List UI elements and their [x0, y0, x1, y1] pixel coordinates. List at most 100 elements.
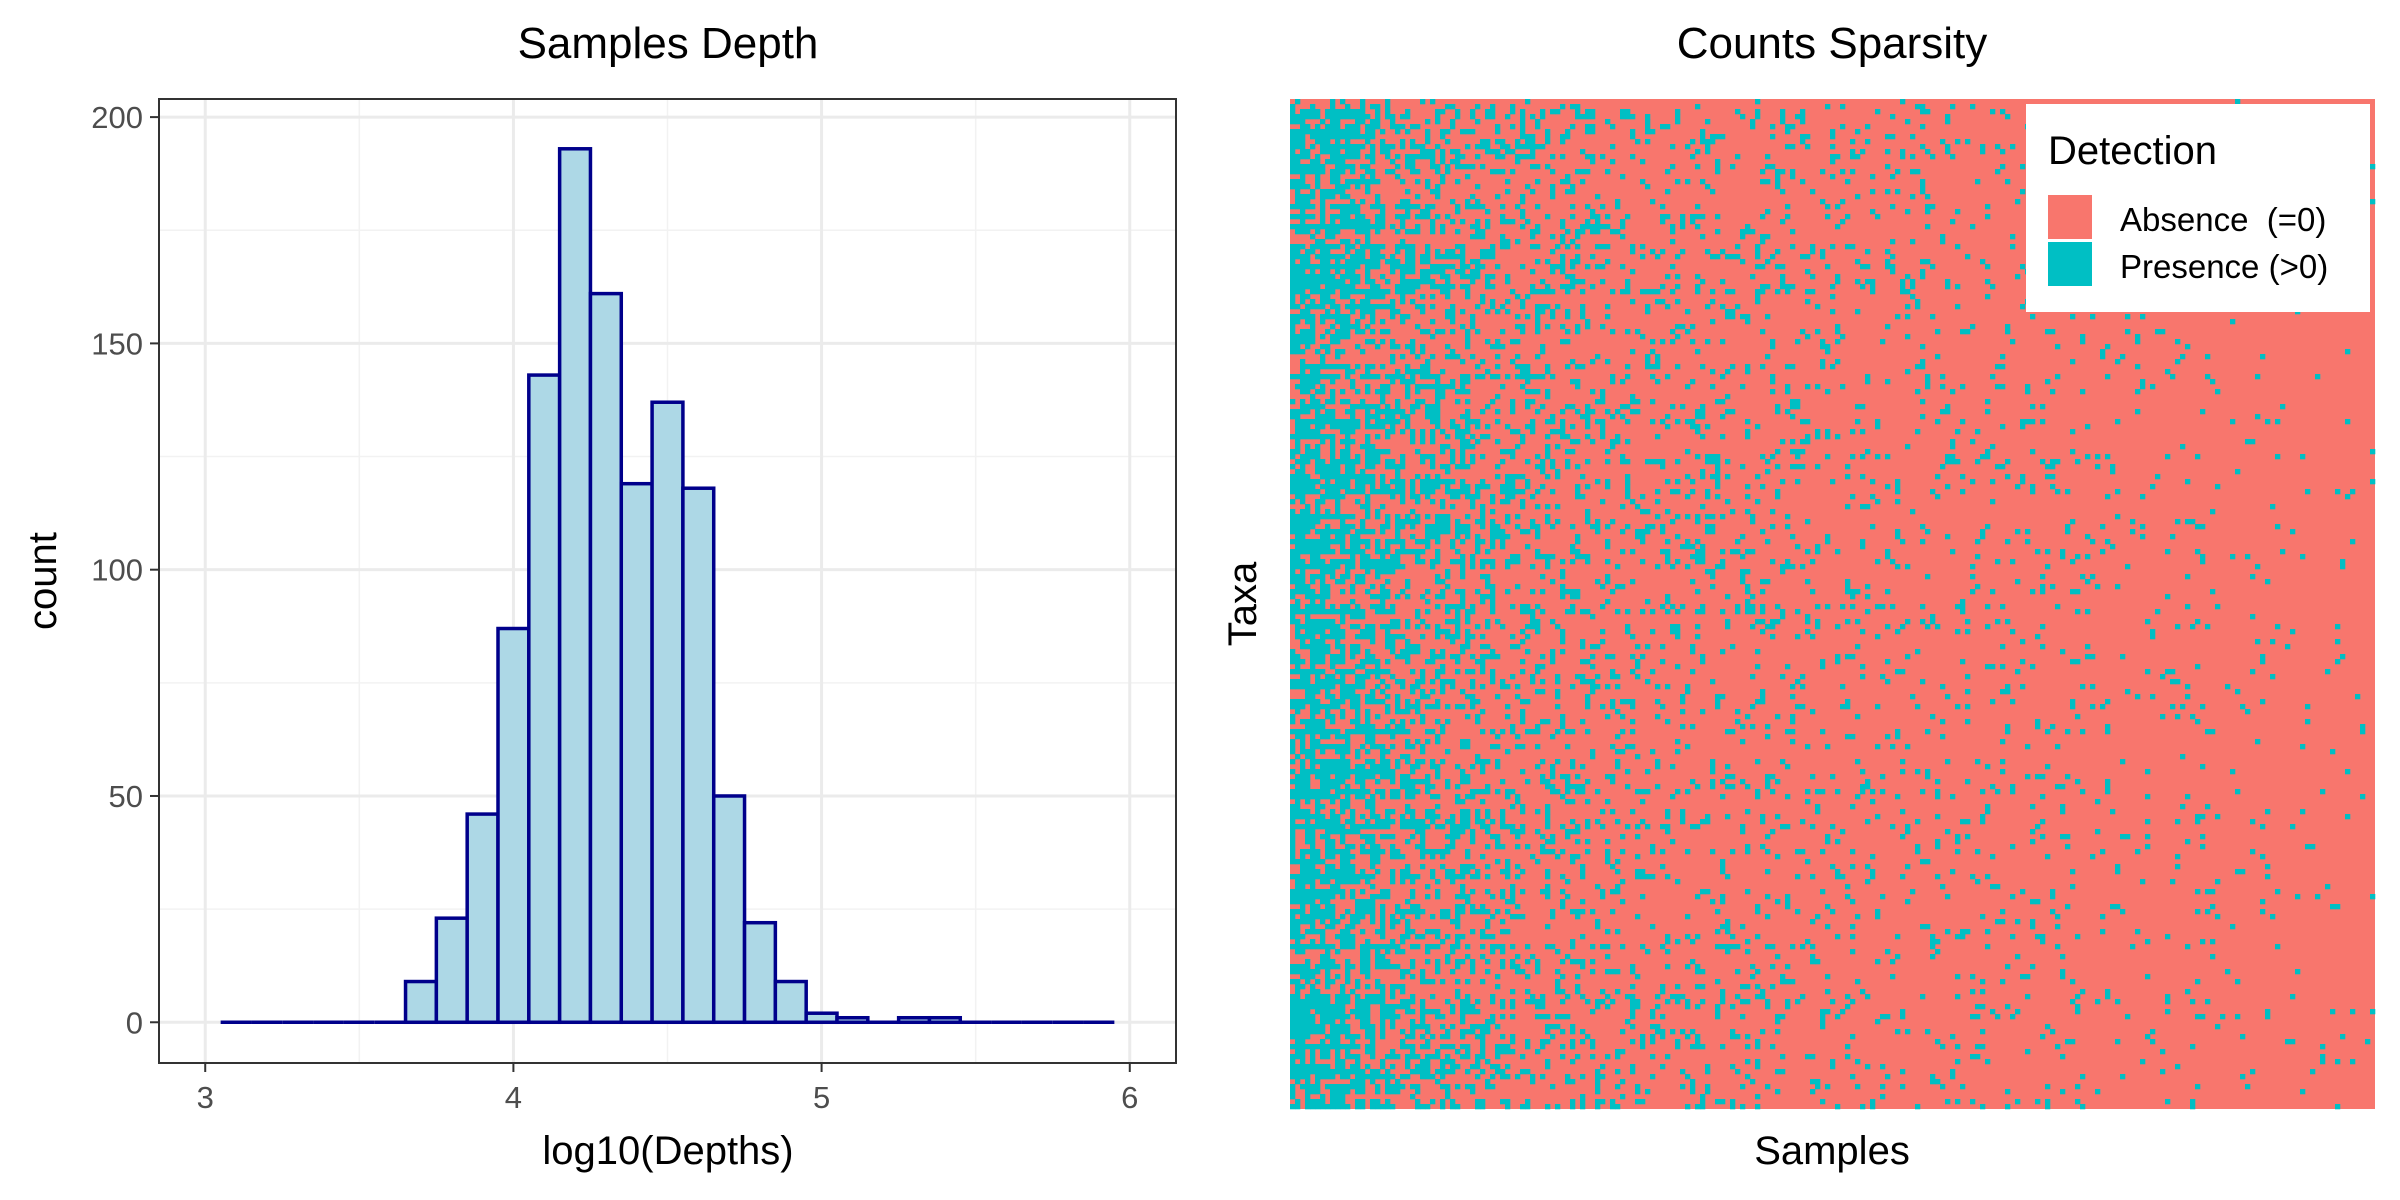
presence-cell: [1305, 364, 1311, 370]
presence-cell: [1290, 964, 1296, 975]
presence-cell: [1355, 634, 1361, 640]
presence-cell: [1315, 709, 1321, 715]
presence-cell: [1545, 389, 1551, 400]
presence-cell: [1495, 149, 1501, 155]
presence-cell: [1440, 504, 1446, 510]
presence-cell: [1455, 704, 1461, 710]
presence-cell: [1425, 1024, 1431, 1030]
presence-cell: [1580, 1094, 1586, 1100]
presence-cell: [1570, 264, 1576, 270]
presence-cell: [1345, 449, 1351, 455]
presence-cell: [1425, 204, 1431, 215]
presence-cell: [1960, 329, 1966, 335]
presence-cell: [1290, 759, 1296, 765]
presence-cell: [1330, 659, 1336, 665]
presence-cell: [1815, 384, 1821, 390]
presence-cell: [1335, 504, 1341, 510]
presence-cell: [1580, 869, 1586, 880]
presence-cell: [1390, 114, 1396, 120]
presence-cell: [1490, 559, 1496, 565]
presence-cell: [1380, 594, 1386, 615]
presence-cell: [1655, 254, 1661, 260]
presence-cell: [1545, 924, 1551, 930]
presence-cell: [1605, 1054, 1611, 1060]
presence-cell: [1630, 994, 1636, 1000]
presence-cell: [1840, 104, 1846, 110]
presence-cell: [1370, 479, 1376, 485]
presence-cell: [1740, 384, 1746, 390]
presence-cell: [1330, 609, 1336, 615]
presence-cell: [1400, 934, 1406, 940]
presence-cell: [1465, 869, 1471, 875]
presence-cell: [1875, 454, 1881, 460]
presence-cell: [1965, 704, 1971, 710]
presence-cell: [1635, 399, 1641, 405]
presence-cell: [1650, 1039, 1656, 1045]
presence-cell: [1335, 669, 1341, 675]
presence-cell: [1985, 214, 1991, 220]
presence-cell: [1985, 449, 1991, 460]
presence-cell: [1465, 864, 1471, 870]
presence-cell: [1335, 874, 1341, 880]
presence-cell: [1365, 1044, 1371, 1055]
presence-cell: [1310, 909, 1316, 915]
presence-cell: [1780, 219, 1786, 225]
presence-cell: [1450, 254, 1456, 260]
presence-cell: [1550, 834, 1556, 840]
presence-cell: [1680, 324, 1686, 330]
presence-cell: [1875, 604, 1881, 610]
presence-cell: [1340, 984, 1346, 990]
presence-cell: [1335, 784, 1341, 795]
presence-cell: [1620, 714, 1626, 720]
presence-cell: [1350, 144, 1356, 150]
presence-cell: [1885, 324, 1891, 330]
presence-cell: [1365, 649, 1371, 660]
presence-cell: [1335, 639, 1341, 650]
presence-cell: [1640, 254, 1646, 260]
presence-cell: [1350, 919, 1356, 925]
presence-cell: [1750, 704, 1756, 710]
presence-cell: [1295, 264, 1301, 275]
presence-cell: [1735, 154, 1741, 160]
presence-cell: [1330, 779, 1336, 790]
presence-cell: [1850, 149, 1856, 160]
presence-cell: [1465, 399, 1471, 405]
presence-cell: [1440, 529, 1446, 535]
presence-cell: [1365, 834, 1371, 840]
presence-cell: [1495, 834, 1501, 840]
presence-cell: [1500, 1014, 1506, 1020]
presence-cell: [1395, 1004, 1401, 1010]
presence-cell: [1350, 599, 1356, 605]
presence-cell: [1340, 744, 1346, 755]
presence-cell: [1470, 204, 1476, 210]
presence-cell: [1470, 679, 1476, 690]
presence-cell: [1640, 944, 1646, 950]
presence-cell: [1370, 1024, 1376, 1050]
presence-cell: [1765, 779, 1771, 790]
presence-cell: [1725, 874, 1731, 880]
presence-cell: [1385, 414, 1391, 420]
presence-cell: [1345, 1024, 1351, 1040]
presence-cell: [1610, 889, 1616, 895]
presence-cell: [1420, 549, 1426, 555]
presence-cell: [1705, 1064, 1711, 1070]
presence-cell: [1810, 944, 1816, 950]
presence-cell: [1895, 1029, 1901, 1035]
presence-cell: [1340, 694, 1346, 705]
presence-cell: [1375, 929, 1381, 935]
presence-cell: [1600, 324, 1606, 330]
presence-cell: [1885, 134, 1891, 140]
presence-cell: [1840, 199, 1846, 205]
presence-cell: [1410, 349, 1416, 355]
presence-cell: [1760, 214, 1766, 220]
presence-cell: [1810, 959, 1816, 965]
presence-cell: [1590, 159, 1596, 165]
presence-cell: [1665, 939, 1671, 945]
presence-cell: [1695, 224, 1701, 230]
presence-cell: [1370, 224, 1376, 230]
presence-cell: [1715, 214, 1721, 220]
presence-cell: [1780, 824, 1786, 830]
presence-cell: [1550, 249, 1556, 255]
presence-cell: [1385, 329, 1391, 335]
histogram-title: Samples Depth: [518, 19, 819, 68]
